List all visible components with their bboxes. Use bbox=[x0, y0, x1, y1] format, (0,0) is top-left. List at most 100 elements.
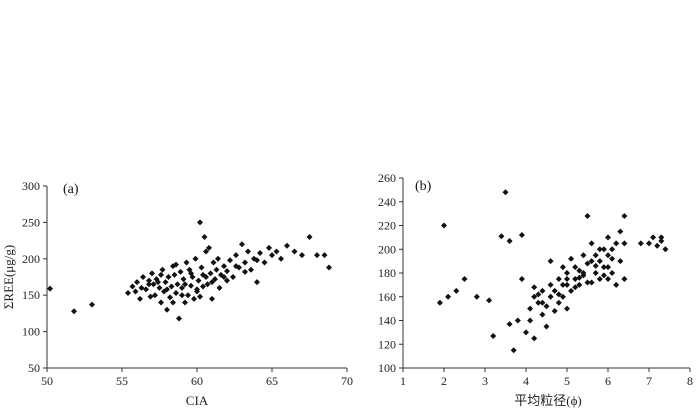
scatter-point-a bbox=[71, 308, 77, 315]
scatter-point-b bbox=[617, 228, 624, 235]
scatter-point-a bbox=[291, 248, 298, 255]
scatter-point-a bbox=[134, 279, 140, 286]
scatter-point-a bbox=[156, 284, 163, 291]
scatter-point-b bbox=[621, 213, 628, 219]
x-tick-label-b: 4 bbox=[523, 374, 529, 388]
scatter-point-b bbox=[600, 246, 607, 253]
scatter-point-b bbox=[617, 258, 624, 265]
scatter-point-a bbox=[158, 299, 164, 306]
scatter-point-b bbox=[572, 284, 579, 291]
scatter-point-a bbox=[221, 263, 227, 270]
scatter-point-b bbox=[588, 258, 595, 265]
x-tick-label-a: 50 bbox=[41, 374, 53, 388]
scatter-point-b bbox=[559, 293, 566, 300]
scatter-point-b bbox=[531, 284, 538, 291]
scatter-point-b bbox=[662, 246, 669, 253]
scatter-point-a bbox=[180, 276, 187, 283]
scatter-point-a bbox=[221, 274, 227, 280]
scatter-point-b bbox=[584, 260, 591, 267]
scatter-point-a bbox=[278, 255, 284, 262]
scatter-point-a bbox=[194, 288, 200, 295]
tick-group-b: 1 2 3 4 5 6 7 8 100 120 140 160 180 200 220 240 260 bbox=[378, 171, 693, 388]
scatter-point-a bbox=[266, 244, 272, 251]
scatter-point-b bbox=[613, 281, 620, 288]
scatter-point-b bbox=[600, 272, 607, 279]
scatter-point-b bbox=[559, 264, 566, 271]
y-tick-label-b: 160 bbox=[378, 290, 396, 304]
scatter-point-a bbox=[224, 277, 230, 284]
scatter-point-a bbox=[209, 295, 215, 302]
x-tick-label-a: 60 bbox=[191, 374, 203, 388]
scatter-point-b bbox=[461, 275, 468, 282]
scatter-point-b bbox=[559, 281, 566, 288]
scatter-point-b bbox=[580, 270, 587, 276]
scatter-point-b bbox=[564, 305, 570, 312]
scatter-point-a bbox=[185, 292, 191, 299]
scatter-point-a bbox=[174, 281, 181, 288]
scatter-point-b bbox=[486, 297, 493, 304]
scatter-point-a bbox=[146, 281, 152, 288]
chart-panel-a: (a) CIA ΣREE(μg/g) 50 55 60 65 70 50 100 150 200… bbox=[1, 179, 353, 408]
scatter-point-b bbox=[592, 262, 599, 269]
scatter-point-b bbox=[506, 237, 513, 244]
scatter-point-b bbox=[453, 287, 460, 294]
scatter-point-b bbox=[551, 308, 558, 314]
scatter-point-a bbox=[206, 244, 212, 251]
panel-label-b: (b) bbox=[415, 179, 432, 194]
scatter-point-b bbox=[568, 255, 575, 262]
scatter-point-a bbox=[183, 259, 190, 266]
x-tick-label-b: 5 bbox=[564, 374, 570, 388]
scatter-point-b bbox=[613, 240, 620, 247]
scatter-point-b bbox=[518, 275, 525, 282]
scatter-point-a bbox=[200, 283, 206, 290]
scatter-point-b bbox=[543, 303, 550, 310]
scatter-point-b bbox=[580, 252, 587, 259]
scatter-point-a bbox=[164, 306, 170, 313]
y-tick-label-b: 200 bbox=[378, 242, 396, 256]
scatter-point-b bbox=[523, 329, 529, 336]
scatter-point-b bbox=[646, 240, 652, 247]
scatter-point-a bbox=[129, 283, 136, 290]
scatter-point-a bbox=[210, 259, 217, 266]
scatter-point-a bbox=[212, 276, 218, 283]
y-tick-label-a: 250 bbox=[22, 215, 40, 229]
scatter-point-b bbox=[609, 255, 616, 262]
scatter-point-a bbox=[173, 290, 179, 297]
scatter-point-a bbox=[149, 270, 155, 277]
scatter-point-b bbox=[621, 275, 628, 282]
scatter-point-b bbox=[605, 275, 611, 282]
scatter-point-a bbox=[188, 270, 194, 277]
scatter-point-a bbox=[254, 257, 260, 264]
scatter-point-a bbox=[147, 293, 154, 300]
scatter-point-a bbox=[179, 292, 185, 299]
marker-group-b bbox=[436, 189, 669, 354]
scatter-point-b bbox=[572, 264, 579, 271]
scatter-point-b bbox=[654, 242, 661, 249]
scatter-point-b bbox=[551, 287, 558, 294]
scatter-point-b bbox=[539, 287, 546, 294]
scatter-point-b bbox=[564, 275, 570, 282]
y-axis-label-a: ΣREE(μg/g) bbox=[1, 245, 16, 309]
scatter-point-b bbox=[498, 233, 505, 240]
scatter-point-b bbox=[596, 275, 603, 282]
scatter-point-b bbox=[564, 270, 570, 276]
scatter-point-a bbox=[155, 279, 161, 286]
scatter-point-a bbox=[299, 252, 305, 259]
scatter-point-a bbox=[224, 268, 230, 275]
y-tick-label-b: 240 bbox=[378, 195, 396, 209]
scatter-point-a bbox=[159, 266, 166, 273]
scatter-point-a bbox=[137, 295, 143, 302]
scatter-point-b bbox=[588, 279, 595, 286]
scatter-point-a bbox=[150, 281, 157, 288]
scatter-point-a bbox=[47, 285, 53, 292]
scatter-point-b bbox=[621, 240, 628, 247]
scatter-point-a bbox=[89, 301, 95, 308]
x-tick-label-b: 7 bbox=[646, 374, 652, 388]
marker-group-a bbox=[47, 219, 332, 322]
scatter-point-a bbox=[207, 270, 214, 277]
scatter-point-a bbox=[314, 252, 320, 259]
scatter-point-b bbox=[576, 281, 583, 288]
scatter-point-b bbox=[555, 291, 562, 298]
scatter-point-a bbox=[239, 241, 245, 248]
